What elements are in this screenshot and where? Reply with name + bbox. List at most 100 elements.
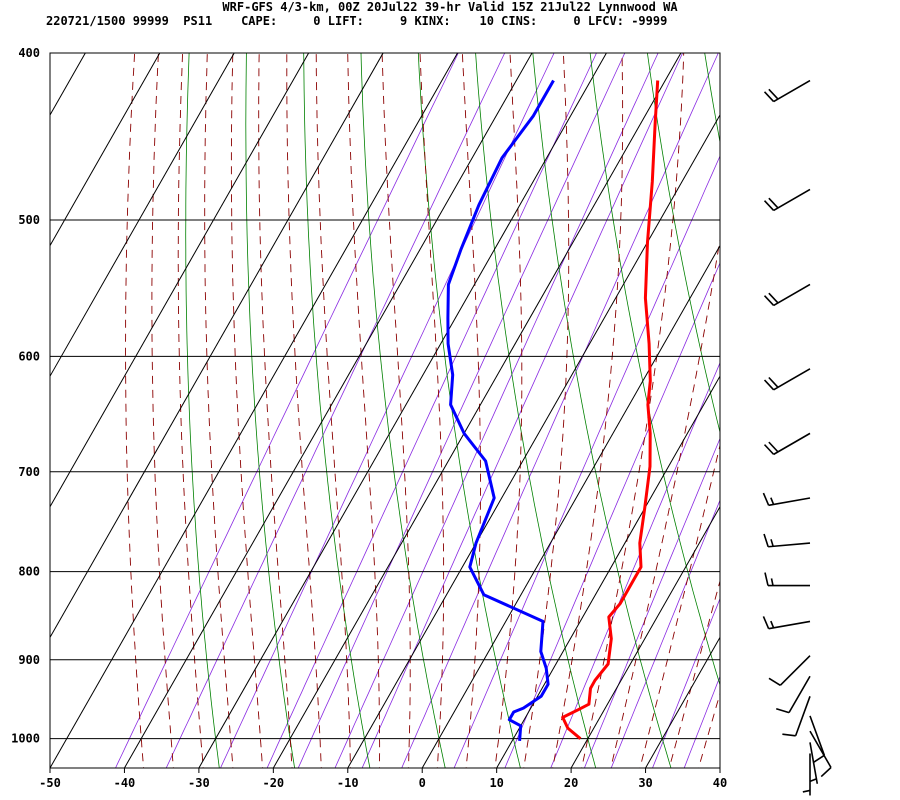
- barb-feather: [782, 733, 796, 737]
- wind-barb: [762, 492, 811, 507]
- barb-staff: [779, 655, 811, 686]
- barb-feather: [768, 88, 779, 100]
- isotherm-line: [198, 52, 607, 769]
- mixing-ratio-line: [610, 499, 720, 768]
- wind-barb: [802, 753, 811, 796]
- mixing-ratio-line: [165, 53, 506, 768]
- isotherm-line: [49, 52, 384, 638]
- barb-staff: [788, 675, 811, 714]
- barb-feather: [768, 441, 779, 453]
- isotherm-line: [421, 245, 721, 769]
- wind-barbs: [762, 79, 832, 796]
- wind-barb: [763, 283, 811, 307]
- x-tick-label: -10: [337, 776, 359, 790]
- moist-adiabat-line: [286, 53, 322, 768]
- mixing-ratio-line: [453, 154, 720, 768]
- barb-feather: [768, 197, 779, 209]
- isotherm-line: [570, 506, 721, 769]
- barb-half-feather: [802, 789, 811, 793]
- barb-feather: [763, 379, 775, 391]
- moist-adiabat-line: [419, 53, 445, 768]
- background-lines: [115, 34, 900, 775]
- barb-feather: [763, 444, 775, 455]
- barb-staff: [773, 368, 811, 391]
- barb-half-feather: [770, 497, 775, 505]
- barb-staff: [768, 497, 811, 507]
- mixing-ratio-line: [550, 361, 720, 768]
- wind-barb: [768, 655, 811, 687]
- y-tick-label: 400: [18, 46, 40, 60]
- moist-adiabat-line: [726, 34, 900, 775]
- y-tick-labels: 400 500 600 700 800 900 1000: [11, 46, 40, 746]
- mixing-ratio-line: [683, 675, 720, 768]
- moist-adiabat-line: [177, 53, 204, 768]
- moist-adiabat-line: [523, 53, 570, 768]
- isotherm-line: [49, 52, 86, 116]
- wind-barb: [809, 715, 826, 764]
- barb-feather: [768, 376, 779, 388]
- x-tick-label: 30: [638, 776, 652, 790]
- barb-feather: [763, 200, 775, 211]
- barb-staff: [773, 188, 811, 212]
- dry-adiabat-line: [245, 53, 296, 768]
- x-tick-labels: -50 -40 -30 -20 -10 0 10 20 30 40: [39, 768, 727, 790]
- dry-adiabat-line: [475, 53, 597, 768]
- barb-staff: [794, 696, 811, 737]
- barb-feather: [812, 754, 825, 764]
- wind-barb: [763, 533, 811, 548]
- barb-feather: [768, 292, 779, 304]
- barb-feather: [820, 766, 832, 778]
- temperature-profile-line: [561, 80, 660, 740]
- x-tick-label: -20: [262, 776, 284, 790]
- moist-adiabat-line: [552, 53, 624, 768]
- barb-feather: [764, 572, 769, 586]
- wind-barb: [763, 368, 811, 391]
- moist-adiabat-line: [204, 53, 234, 768]
- barb-staff: [809, 742, 819, 784]
- barb-half-feather: [770, 539, 774, 547]
- barb-staff: [768, 542, 811, 548]
- isotherm-line: [347, 114, 721, 769]
- moist-adiabat-line: [461, 53, 481, 768]
- dry-adiabat-line: [589, 53, 720, 687]
- moist-adiabat-line: [698, 691, 720, 768]
- barb-feather: [763, 91, 775, 103]
- mixing-ratio-line: [334, 53, 659, 768]
- wind-barb: [782, 696, 811, 737]
- moist-adiabat-line: [668, 579, 720, 768]
- plot-border: [49, 52, 721, 769]
- moist-adiabat-line: [347, 53, 381, 768]
- wind-barb: [764, 572, 810, 587]
- x-tick-label: 0: [419, 776, 426, 790]
- sounding-indices: 220721/1500 99999 PS11 CAPE: 0 LIFT: 9 K…: [46, 14, 668, 28]
- moist-adiabat-line: [315, 53, 351, 768]
- moist-adiabat-line: [151, 53, 174, 768]
- isotherm-line: [49, 52, 310, 508]
- chart-title: WRF-GFS 4/3-km, 00Z 20Jul22 39-hr Valid …: [222, 0, 678, 14]
- wind-barb: [763, 432, 811, 456]
- moist-adiabat-line: [258, 53, 293, 768]
- wind-barb: [763, 79, 811, 103]
- sounding-profiles: [446, 79, 660, 742]
- isotherm-line: [49, 52, 161, 246]
- barb-feather: [763, 533, 769, 547]
- dry-adiabat-line: [646, 53, 720, 435]
- dewpoint-profile-line: [446, 79, 555, 742]
- y-tick-label: 500: [18, 213, 40, 227]
- x-tick-label: 40: [713, 776, 727, 790]
- barb-staff: [809, 715, 826, 756]
- mixing-ratio-line: [718, 34, 900, 775]
- moist-adiabat-line: [610, 236, 720, 768]
- dry-adiabat-line: [816, 34, 900, 775]
- y-tick-label: 900: [18, 653, 40, 667]
- barb-half-feather: [770, 578, 774, 586]
- isotherm-line: [49, 52, 235, 377]
- isotherm-line: [272, 52, 682, 769]
- wind-barb: [776, 675, 811, 714]
- x-tick-label: -30: [188, 776, 210, 790]
- grid: [49, 52, 721, 769]
- plot-frame: [49, 52, 721, 769]
- barb-staff: [773, 79, 811, 103]
- mixing-ratio-line: [652, 597, 720, 768]
